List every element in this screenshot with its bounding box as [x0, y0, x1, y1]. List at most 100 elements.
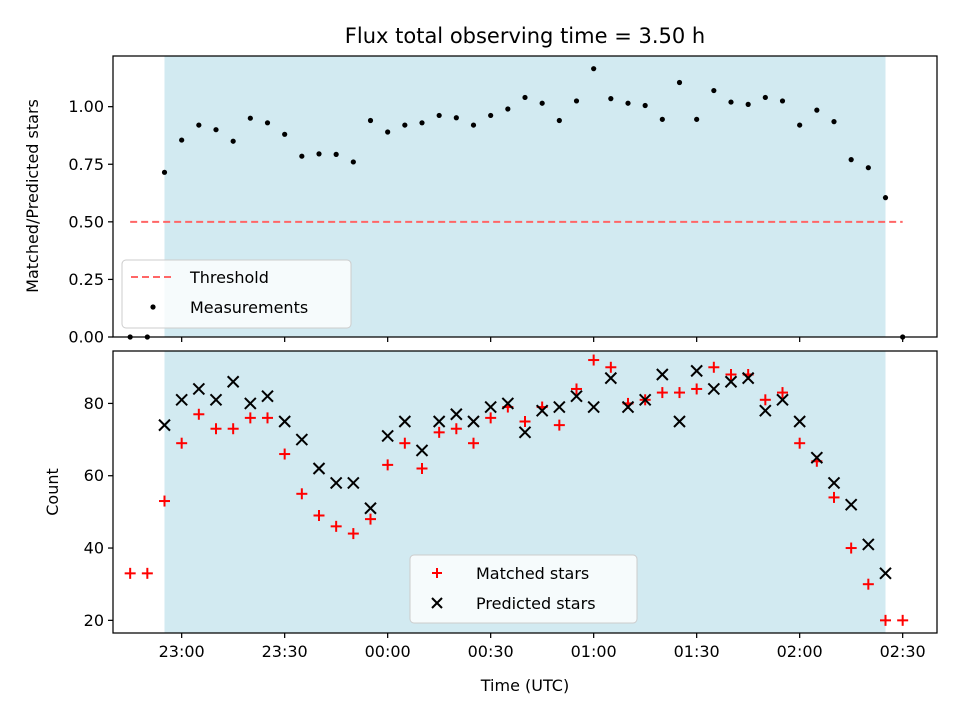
predicted-stars-point: [570, 389, 583, 403]
predicted-stars-point: [638, 393, 652, 407]
predicted-stars-point: [690, 364, 703, 378]
matched-stars-point: [262, 412, 273, 424]
predicted-stars-point: [484, 400, 497, 414]
matched-stars-point: [210, 423, 222, 435]
measurement-point: [642, 102, 648, 109]
y-tick-label: 0.75: [68, 155, 104, 174]
predicted-stars-point: [724, 375, 738, 388]
x-tick-label: 23:30: [262, 642, 308, 661]
x-axis-label: Time (UTC): [480, 676, 569, 695]
measurement-point: [591, 66, 597, 72]
predicted-stars-point: [364, 502, 377, 515]
measurement-point: [230, 138, 236, 144]
predicted-stars-point: [467, 415, 480, 428]
predicted-stars-point: [158, 418, 171, 432]
matched-stars-point: [330, 520, 342, 532]
ratio-marks: [127, 66, 906, 340]
predicted-stars-point: [793, 415, 806, 428]
matched-stars-point: [708, 361, 720, 373]
measurement-point: [762, 94, 768, 101]
measurement-point: [711, 87, 717, 94]
count-y-axis: 20 40 60 80: [84, 394, 113, 630]
ratio-y-axis: 0.00 0.25 0.50 0.75 1.00: [68, 97, 113, 347]
measurement-point: [470, 122, 477, 128]
predicted-stars-point: [673, 415, 686, 428]
ratio-legend: Threshold Measurements: [121, 259, 352, 329]
predicted-stars-point: [707, 382, 721, 396]
matched-stars-legend-swatch: [432, 568, 442, 578]
predicted-stars-point: [776, 393, 789, 407]
measurement-point: [573, 98, 580, 104]
measurement-point: [882, 195, 889, 201]
predicted-stars-point: [347, 476, 360, 490]
matched-stars-point: [880, 614, 891, 626]
matched-stars-point: [777, 387, 788, 399]
predicted-stars-point: [827, 476, 841, 490]
chart-title: Flux total observing time = 3.50 h: [345, 24, 705, 48]
y-tick-label: 40: [84, 539, 104, 558]
predicted-stars-point: [312, 462, 326, 475]
measurement-point: [694, 116, 700, 122]
predicted-stars-point: [278, 415, 291, 428]
predicted-stars-point: [226, 375, 240, 388]
predicted-stars-point: [621, 400, 635, 414]
measurement-point: [522, 94, 528, 101]
matched-stars-point: [141, 567, 153, 579]
ratio-panel: 0.00 0.25 0.50 0.75 1.00 Matched/Predicted s…: [23, 55, 938, 347]
ratio-x-axis: [181, 337, 904, 342]
measurement-point: [299, 153, 305, 159]
matched-stars-point: [553, 419, 565, 431]
measurement-point: [385, 129, 391, 135]
matched-stars-point: [828, 491, 840, 503]
y-tick-label: 0.50: [68, 212, 104, 231]
measurement-point: [676, 79, 683, 86]
measurement-point: [539, 100, 545, 106]
count-y-label: Count: [43, 468, 62, 516]
matched-stars-point: [605, 361, 617, 373]
x-tick-label: 02:00: [777, 642, 823, 661]
y-tick-label: 20: [84, 611, 104, 630]
matched-stars-point: [399, 437, 411, 449]
predicted-stars-point: [759, 404, 772, 417]
y-tick-label: 0.25: [68, 270, 104, 289]
matched-stars-point: [450, 423, 462, 435]
matched-stars-point: [124, 567, 136, 579]
count-legend-box: [409, 554, 638, 624]
measurement-point: [608, 96, 614, 102]
measurement-point: [264, 120, 271, 126]
matched-stars-point: [588, 354, 600, 366]
predicted-stars-point: [261, 389, 274, 403]
predicted-stars-legend-label: Predicted stars: [476, 594, 596, 613]
measurement-point: [728, 99, 734, 105]
measurement-point: [814, 107, 820, 113]
matched-stars-point: [571, 383, 582, 395]
matched-stars-point: [674, 387, 685, 399]
measurement-point: [745, 101, 751, 107]
x-tick-label: 01:30: [674, 642, 720, 661]
x-tick-label: 01:00: [571, 642, 617, 661]
predicted-stars-point: [501, 397, 515, 410]
matched-stars-point: [227, 423, 239, 435]
measurement-point: [779, 98, 786, 104]
matched-stars-point: [794, 437, 806, 449]
predicted-stars-point: [604, 371, 618, 385]
measurement-point: [831, 119, 837, 125]
predicted-stars-point: [518, 426, 532, 439]
predicted-stars-point: [381, 429, 394, 443]
matched-stars-point: [296, 488, 308, 500]
measurement-point: [797, 122, 803, 128]
measurement-point: [213, 127, 219, 133]
count-panel: 20 40 60 80 23:00 23:30 00:00 00:30 01:00 01:30 0…: [43, 350, 938, 695]
y-tick-label: 0.00: [68, 328, 104, 347]
matched-stars-point: [244, 412, 256, 424]
measurement-point: [196, 122, 202, 128]
matched-stars-point: [365, 513, 376, 525]
predicted-stars-point: [329, 476, 343, 490]
measurement-point: [505, 106, 511, 112]
y-tick-label: 1.00: [68, 97, 104, 116]
matched-stars-point: [519, 416, 531, 427]
measurement-point: [367, 117, 374, 124]
predicted-stars-point: [879, 567, 892, 580]
predicted-stars-legend-swatch: [431, 597, 443, 609]
